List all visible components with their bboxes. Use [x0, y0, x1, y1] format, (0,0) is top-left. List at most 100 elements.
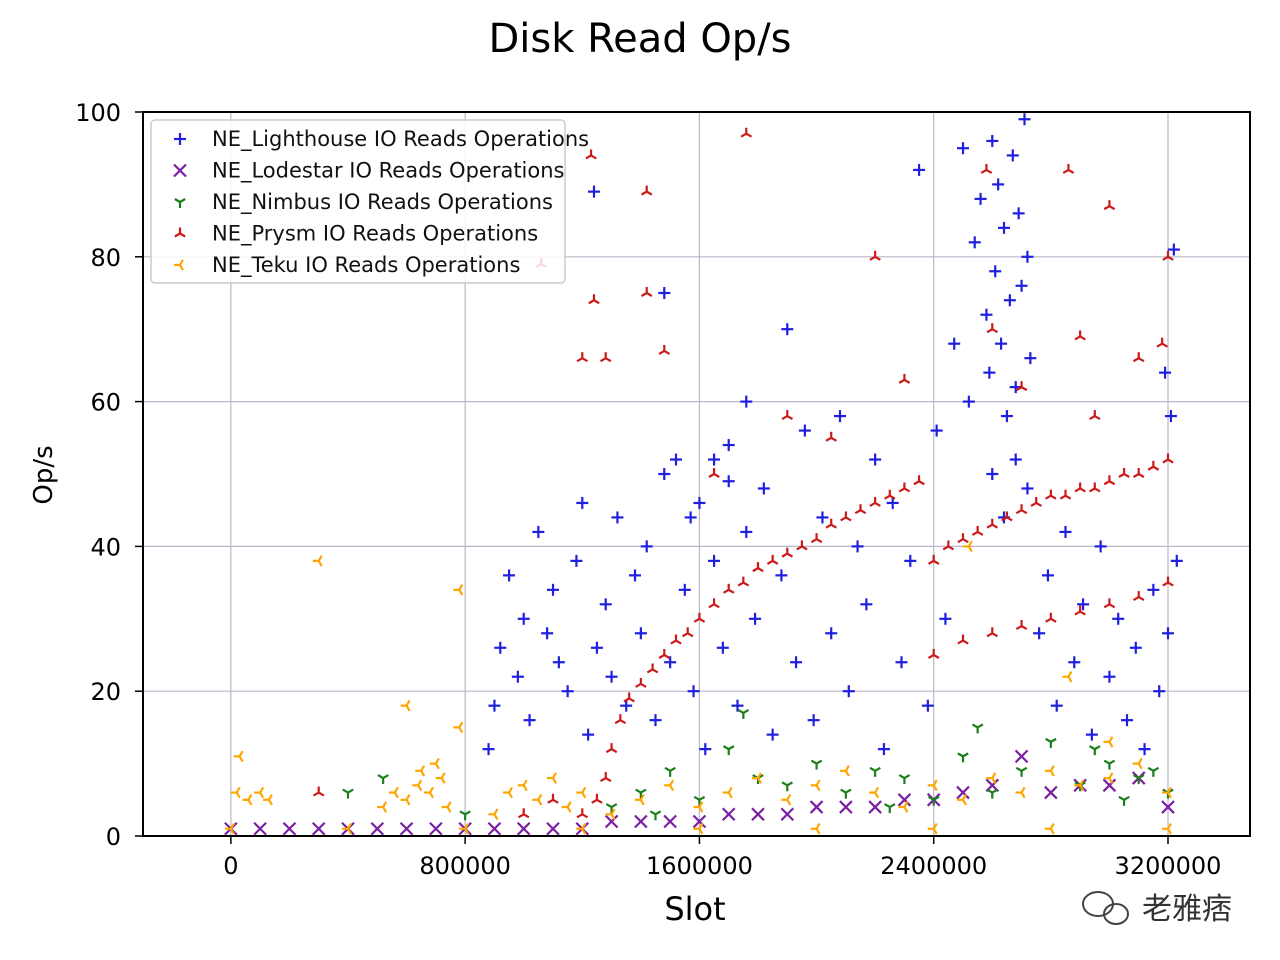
data-point — [722, 786, 733, 799]
data-point — [517, 779, 528, 792]
legend-item: NE_Teku IO Reads Operations — [174, 253, 520, 278]
data-point — [342, 788, 354, 799]
data-point — [517, 808, 530, 819]
data-point — [605, 670, 618, 683]
legend-item: NE_Lodestar IO Reads Operations — [173, 159, 565, 184]
data-point — [737, 576, 750, 587]
data-point — [1044, 785, 1058, 800]
data-point — [516, 821, 531, 836]
data-point — [649, 714, 662, 727]
data-point — [825, 431, 837, 442]
data-point — [1102, 778, 1117, 793]
data-point — [1062, 670, 1073, 683]
data-point — [1159, 366, 1172, 379]
data-point — [980, 308, 993, 321]
y-tick-label: 0 — [106, 823, 121, 851]
data-point — [282, 821, 297, 836]
data-point — [1015, 381, 1028, 392]
legend-label: NE_Lighthouse IO Reads Operations — [212, 127, 589, 152]
data-point — [1068, 656, 1081, 669]
data-point — [605, 808, 616, 821]
data-point — [1059, 489, 1072, 500]
data-point — [623, 692, 635, 703]
x-tick-label: 800000 — [419, 852, 511, 880]
data-point — [957, 142, 969, 155]
data-point — [1085, 728, 1098, 741]
data-point — [913, 475, 925, 486]
data-point — [635, 788, 647, 799]
data-point — [224, 823, 235, 835]
data-point — [1015, 766, 1028, 777]
data-point — [599, 772, 612, 783]
data-point — [1162, 627, 1174, 640]
data-point — [722, 475, 735, 488]
data-point — [716, 641, 729, 654]
data-point — [1021, 250, 1034, 263]
data-point — [927, 795, 940, 806]
data-point — [962, 395, 975, 408]
data-point — [957, 533, 969, 544]
data-point — [790, 656, 803, 669]
data-point — [989, 265, 1002, 278]
data-point — [693, 795, 706, 806]
data-point — [649, 810, 662, 821]
data-point — [781, 794, 792, 806]
data-point — [1050, 699, 1063, 712]
data-point — [986, 627, 999, 638]
data-point — [722, 583, 735, 594]
data-point — [590, 641, 603, 654]
data-point — [798, 424, 811, 437]
data-point — [1015, 279, 1028, 292]
data-point — [1045, 737, 1057, 748]
data-point — [721, 807, 736, 822]
data-point — [895, 656, 908, 669]
data-point — [942, 540, 955, 551]
data-point — [840, 511, 852, 522]
data-point — [740, 127, 753, 138]
data-point — [884, 489, 896, 500]
watermark: 老雅痞 — [1082, 891, 1232, 927]
data-point — [453, 584, 464, 596]
data-point — [634, 627, 647, 640]
data-point — [658, 287, 671, 299]
data-point — [995, 337, 1008, 350]
data-point — [429, 757, 440, 770]
data-point — [1118, 795, 1130, 806]
data-point — [173, 163, 187, 178]
data-point — [884, 803, 896, 814]
data-point — [781, 410, 794, 421]
data-point — [576, 352, 589, 363]
data-point — [503, 569, 516, 582]
data-point — [948, 337, 961, 350]
data-point — [599, 352, 612, 363]
x-tick-label: 3200000 — [1115, 852, 1222, 880]
data-point — [839, 765, 850, 777]
data-point — [1147, 460, 1160, 471]
data-point — [1045, 489, 1057, 500]
data-point — [693, 496, 706, 509]
data-point — [986, 134, 999, 147]
data-point — [851, 540, 864, 553]
data-point — [605, 803, 618, 814]
chart-title: Disk Read Op/s — [488, 16, 791, 62]
data-point — [599, 598, 612, 611]
data-point — [253, 821, 267, 836]
series-group — [482, 113, 1183, 756]
data-point — [591, 793, 603, 804]
data-point — [453, 721, 464, 734]
data-point — [957, 752, 969, 763]
data-point — [986, 468, 999, 480]
data-point — [523, 714, 536, 727]
data-point — [588, 294, 600, 305]
data-point — [1103, 598, 1116, 609]
data-point — [664, 766, 676, 777]
data-point — [898, 774, 911, 785]
data-point — [1132, 774, 1145, 785]
y-axis-label: Op/s — [29, 445, 59, 504]
data-point — [868, 800, 882, 814]
data-point — [1156, 337, 1168, 348]
data-point — [1162, 823, 1172, 835]
data-point — [312, 786, 325, 797]
data-point — [342, 823, 352, 835]
data-point — [576, 808, 589, 819]
